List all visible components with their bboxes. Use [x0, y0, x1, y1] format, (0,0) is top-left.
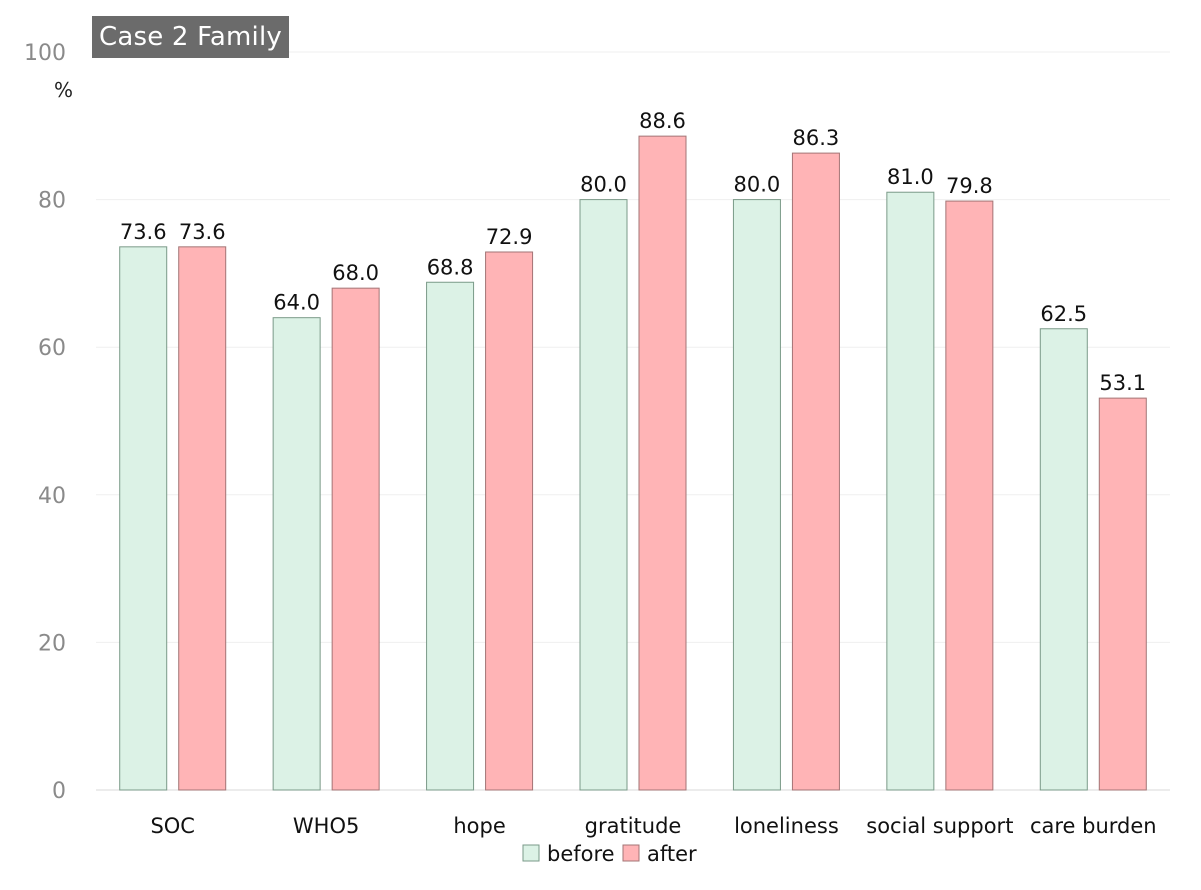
bar-before-soc	[119, 246, 168, 791]
data-label-before: 73.6	[120, 220, 167, 244]
data-label-after: 72.9	[486, 225, 533, 249]
data-label-before: 62.5	[1040, 302, 1087, 326]
x-tick-label: WHO5	[293, 814, 359, 838]
bar-after-gratitude	[638, 135, 687, 791]
bar-after-care-burden	[1098, 397, 1147, 791]
data-label-after: 73.6	[179, 220, 226, 244]
y-tick-label: 80	[38, 189, 66, 214]
data-label-after: 86.3	[793, 126, 840, 150]
legend-label-after: after	[647, 842, 697, 866]
data-label-before: 80.0	[734, 173, 781, 197]
x-tick-label: gratitude	[585, 814, 682, 838]
data-label-before: 68.8	[427, 255, 474, 279]
x-tick-label: hope	[453, 814, 505, 838]
y-tick-label: 20	[38, 631, 66, 656]
data-label-before: 81.0	[887, 165, 934, 189]
bar-after-social-support	[945, 200, 994, 791]
bar-after-loneliness	[791, 152, 840, 791]
data-label-before: 80.0	[580, 173, 627, 197]
bar-after-who5	[331, 287, 380, 791]
bar-before-gratitude	[579, 199, 628, 791]
bar-before-who5	[272, 317, 321, 791]
y-tick-label: 100	[24, 41, 66, 66]
bar-after-soc	[178, 246, 227, 791]
chart-title: Case 2 Family	[92, 16, 289, 58]
bar-after-hope	[485, 251, 534, 791]
bar-before-hope	[426, 281, 475, 791]
legend-label-before: before	[547, 842, 615, 866]
bar-before-social-support	[886, 191, 935, 791]
x-tick-label: care burden	[1030, 814, 1157, 838]
data-label-before: 64.0	[273, 291, 320, 315]
data-label-after: 88.6	[639, 109, 686, 133]
bar-before-loneliness	[732, 199, 781, 791]
legend-swatch-before	[522, 844, 540, 862]
data-label-after: 68.0	[332, 261, 379, 285]
y-tick-label: 60	[38, 336, 66, 361]
bar-before-care-burden	[1039, 328, 1088, 791]
y-tick-label: 40	[38, 484, 66, 509]
x-tick-label: SOC	[150, 814, 195, 838]
data-label-after: 53.1	[1099, 371, 1146, 395]
data-label-after: 79.8	[946, 174, 993, 198]
y-tick-label: 0	[52, 779, 66, 804]
x-tick-label: social support	[866, 814, 1013, 838]
x-tick-label: loneliness	[734, 814, 839, 838]
legend-swatch-after	[622, 844, 640, 862]
y-axis-unit-label: %	[54, 78, 74, 102]
